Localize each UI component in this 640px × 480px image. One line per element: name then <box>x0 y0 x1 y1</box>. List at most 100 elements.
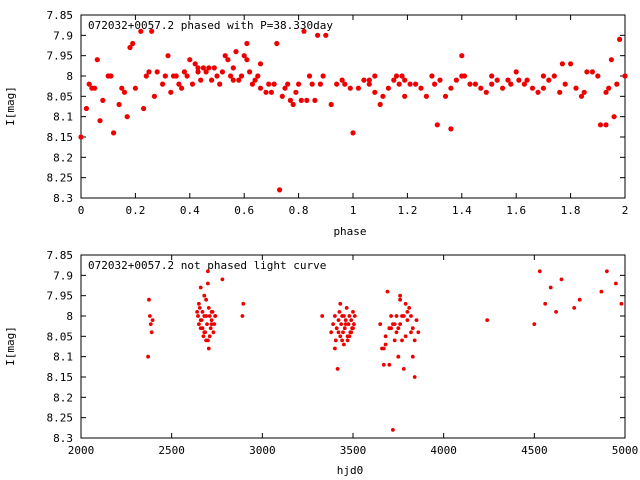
data-point <box>206 281 210 286</box>
data-point <box>405 310 410 314</box>
data-point <box>540 73 547 79</box>
data-point <box>414 318 419 322</box>
data-point <box>401 367 406 371</box>
x-tick-label: 0 <box>78 204 85 217</box>
data-point <box>162 73 168 79</box>
data-point <box>197 306 202 310</box>
data-point <box>344 306 349 310</box>
data-point <box>184 73 190 79</box>
data-point <box>398 293 402 298</box>
data-point <box>622 73 628 79</box>
data-point <box>257 61 264 67</box>
data-point <box>154 69 160 75</box>
data-point <box>366 77 372 83</box>
data-points <box>78 28 628 193</box>
data-point <box>328 101 334 108</box>
data-point <box>333 346 337 351</box>
data-point <box>559 61 566 67</box>
data-point <box>461 73 468 79</box>
x-tick-label: 4000 <box>430 444 457 457</box>
data-point <box>489 73 495 79</box>
data-point <box>343 318 348 322</box>
data-point <box>405 318 410 322</box>
y-tick-label: 8.15 <box>47 131 74 144</box>
y-tick-label: 8.3 <box>53 432 73 445</box>
data-point <box>94 57 100 63</box>
data-point <box>343 322 348 326</box>
data-point <box>409 330 413 335</box>
data-point <box>279 93 285 99</box>
data-point <box>206 65 212 71</box>
data-point <box>119 85 125 91</box>
data-point <box>220 277 225 282</box>
x-tick-label: 1.8 <box>561 204 581 217</box>
data-point <box>347 334 352 339</box>
data-point <box>241 301 246 306</box>
data-point <box>197 301 201 306</box>
data-point <box>391 77 397 83</box>
data-points <box>146 269 624 432</box>
data-point <box>342 314 346 318</box>
x-tick-label: 1 <box>350 204 357 217</box>
x-axis-label: phase <box>333 225 366 238</box>
data-point <box>320 73 326 79</box>
plot-frame <box>80 14 626 199</box>
plot-frame <box>80 254 626 439</box>
data-point <box>336 318 341 322</box>
data-point <box>389 326 393 331</box>
x-tick-label: 0.8 <box>289 204 309 217</box>
data-point <box>347 314 352 318</box>
data-point <box>378 322 383 326</box>
data-point <box>391 428 395 432</box>
data-point <box>413 81 419 87</box>
panel-title: 072032+0057.2 phased with P=38.330day <box>88 19 333 32</box>
data-point <box>467 81 473 87</box>
data-point <box>204 314 209 318</box>
data-point <box>301 28 307 34</box>
data-point <box>453 77 459 83</box>
data-point <box>315 32 321 38</box>
data-point <box>340 338 344 343</box>
data-point <box>205 322 209 326</box>
data-point <box>252 77 258 83</box>
data-point <box>201 334 206 339</box>
panel-title: 072032+0057.2 not phased light curve <box>88 259 326 272</box>
tick-group: 0 0.2 0.4 0.6 0.8 1 1.2 1.4 1.6 1.8 2 7.85 7.9 7.95 8 8… <box>47 9 629 217</box>
data-point <box>200 326 205 331</box>
data-point <box>329 330 334 335</box>
data-point <box>584 69 590 75</box>
data-point <box>489 81 495 87</box>
data-point <box>296 81 302 87</box>
data-point <box>524 77 530 83</box>
data-point <box>500 85 506 91</box>
data-point <box>274 40 280 47</box>
data-point <box>151 93 157 99</box>
data-point <box>244 40 250 47</box>
data-point <box>108 73 114 79</box>
data-point <box>605 269 609 274</box>
x-tick-label: 3500 <box>340 444 367 457</box>
y-tick-label: 8.25 <box>47 412 74 425</box>
x-tick-label: 4500 <box>521 444 548 457</box>
x-tick-label: 1.2 <box>397 204 417 217</box>
data-point <box>189 81 196 87</box>
data-point <box>403 334 408 339</box>
data-point <box>513 69 519 75</box>
data-point <box>577 297 582 302</box>
tick-group: 2000 2500 3000 3500 4000 4500 5000 7.85 7.9 7.95 8… <box>47 249 639 457</box>
y-tick-label: 7.85 <box>47 249 74 262</box>
data-point <box>429 73 435 79</box>
data-point <box>207 314 212 318</box>
data-point <box>402 93 408 99</box>
data-point <box>141 105 147 112</box>
data-point <box>277 187 283 193</box>
x-tick-label: 0.4 <box>180 204 200 217</box>
data-point <box>200 310 205 314</box>
data-point <box>352 314 357 318</box>
x-tick-label: 2500 <box>158 444 185 457</box>
data-point <box>540 85 547 91</box>
data-point <box>483 89 489 95</box>
data-point <box>372 89 378 95</box>
data-point <box>149 330 154 335</box>
data-point <box>412 375 417 379</box>
